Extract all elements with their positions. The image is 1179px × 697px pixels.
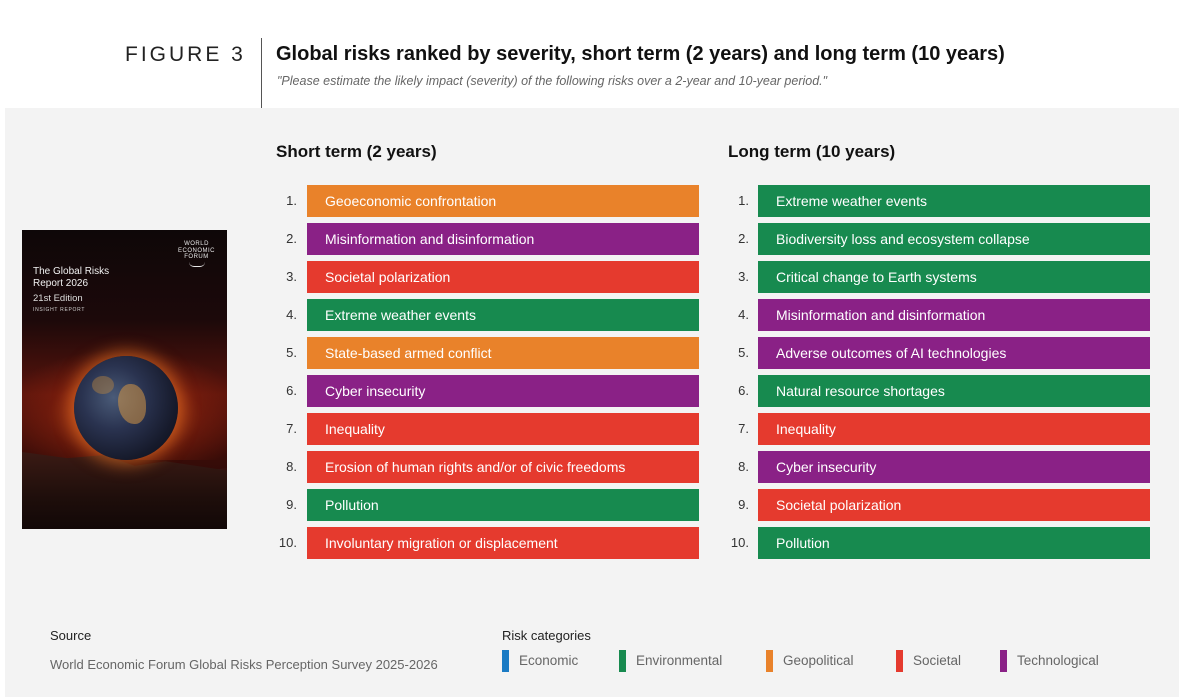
risk-bar: Extreme weather events (307, 299, 699, 331)
rank-number: 6. (738, 383, 749, 398)
legend-label: Societal (913, 653, 962, 668)
source-text: World Economic Forum Global Risks Percep… (50, 657, 438, 672)
risk-bar: Misinformation and disinformation (758, 299, 1150, 331)
rank-number: 8. (738, 459, 749, 474)
logo-line-world: WORLD (184, 241, 209, 247)
risk-bar: Natural resource shortages (758, 375, 1150, 407)
rank-number: 4. (738, 307, 749, 322)
rank-number: 1. (286, 193, 297, 208)
legend-swatch (766, 650, 773, 672)
short-term-heading: Short term (2 years) (276, 142, 437, 161)
logo-line-economic: ECONOMIC (178, 247, 215, 254)
risk-bar: Extreme weather events (758, 185, 1150, 217)
legend-swatch (896, 650, 903, 672)
rank-number: 8. (286, 459, 297, 474)
rank-number: 9. (738, 497, 749, 512)
risk-bar: Involuntary migration or displacement (307, 527, 699, 559)
rank-number: 10. (278, 535, 297, 550)
rank-number: 7. (286, 421, 297, 436)
legend-label: Environmental (636, 653, 723, 668)
risk-bar: Inequality (307, 413, 699, 445)
rank-number: 5. (738, 345, 749, 360)
risk-bar: Societal polarization (758, 489, 1150, 521)
report-cover-image: WORLD ECONOMIC FORUM The Global Risks Re… (22, 230, 227, 529)
risk-bar: Pollution (307, 489, 699, 521)
legend-label: Economic (519, 653, 579, 668)
risk-bar: Critical change to Earth systems (758, 261, 1150, 293)
legend-swatch (619, 650, 626, 672)
cover-cliff (22, 452, 227, 529)
figure-subtitle: "Please estimate the likely impact (seve… (277, 74, 828, 88)
risk-bar: Misinformation and disinformation (307, 223, 699, 255)
long-term-heading: Long term (10 years) (728, 142, 896, 161)
figure-label: FIGURE 3 (125, 43, 246, 66)
wef-logo: WORLD ECONOMIC FORUM (178, 241, 215, 267)
legend-swatch (502, 650, 509, 672)
risk-bar: Erosion of human rights and/or of civic … (307, 451, 699, 483)
figure-header: FIGURE 3 Global risks ranked by severity… (0, 0, 1179, 108)
cover-title: The Global Risks Report 2026 (33, 266, 109, 289)
rank-number: 7. (738, 421, 749, 436)
risk-bar: Cyber insecurity (307, 375, 699, 407)
risk-bar: State-based armed conflict (307, 337, 699, 369)
logo-line-forum: FORUM (184, 254, 209, 260)
risk-bar: Cyber insecurity (758, 451, 1150, 483)
rank-number: 9. (286, 497, 297, 512)
rank-number: 2. (738, 231, 749, 246)
rank-number: 5. (286, 345, 297, 360)
cover-report-kind: INSIGHT REPORT (33, 307, 86, 313)
rank-number: 3. (286, 269, 297, 284)
cover-title-line1: The Global Risks (33, 266, 110, 277)
risk-categories-label: Risk categories (502, 628, 591, 643)
rank-number: 6. (286, 383, 297, 398)
rank-number: 1. (738, 193, 749, 208)
source-label: Source (50, 628, 92, 643)
legend-label: Technological (1017, 653, 1099, 668)
rank-number: 2. (286, 231, 297, 246)
rank-number: 3. (738, 269, 749, 284)
risk-bar: Societal polarization (307, 261, 699, 293)
cover-title-line2: Report 2026 (33, 277, 89, 289)
risk-bar: Pollution (758, 527, 1150, 559)
risk-bar: Biodiversity loss and ecosystem collapse (758, 223, 1150, 255)
rank-number: 4. (286, 307, 297, 322)
risk-bar: Geoeconomic confrontation (307, 185, 699, 217)
cover-earth-globe-icon (74, 356, 178, 460)
figure-title: Global risks ranked by severity, short t… (276, 43, 1005, 65)
rank-number: 10. (730, 535, 749, 550)
risk-bar: Adverse outcomes of AI technologies (758, 337, 1150, 369)
risk-bar: Inequality (758, 413, 1150, 445)
logo-arc-icon (188, 262, 205, 267)
header-divider (261, 38, 262, 108)
legend-label: Geopolitical (783, 653, 854, 668)
cover-edition: 21st Edition (33, 293, 83, 304)
legend-swatch (1000, 650, 1007, 672)
